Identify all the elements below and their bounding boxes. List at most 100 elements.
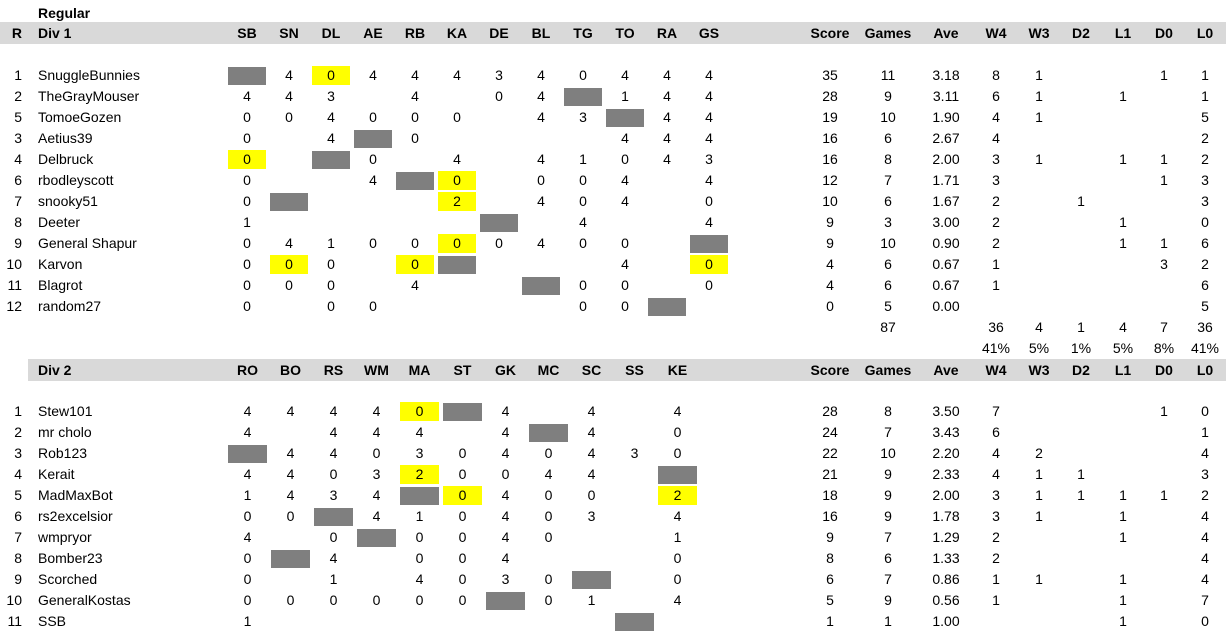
matrix-cell bbox=[436, 254, 478, 275]
matrix-cell: 4 bbox=[329, 424, 338, 440]
stat-cell: 1 bbox=[1201, 67, 1209, 83]
stat-cell bbox=[1102, 170, 1144, 191]
matrix-cell: 4 bbox=[329, 550, 338, 566]
player-name-cell: GeneralKostas bbox=[38, 592, 131, 608]
matrix-cell: 0 bbox=[458, 592, 467, 608]
stat-cell bbox=[1018, 233, 1060, 254]
opponent-column-header: AE bbox=[352, 22, 394, 44]
self-match-block bbox=[228, 66, 266, 85]
matrix-cell bbox=[656, 611, 699, 632]
stat-cell bbox=[1060, 590, 1102, 611]
stat-cell bbox=[1018, 527, 1060, 548]
matrix-cell: 4 bbox=[415, 571, 424, 587]
stat-cell bbox=[1060, 527, 1102, 548]
player-name-cell: Blagrot bbox=[38, 277, 83, 293]
matrix-cell bbox=[268, 212, 310, 233]
stat-cell bbox=[1144, 128, 1184, 149]
stat-cell bbox=[1060, 128, 1102, 149]
matrix-cell: 3 bbox=[630, 445, 639, 461]
stat-cell: 1 bbox=[1119, 508, 1127, 524]
matrix-cell bbox=[352, 275, 394, 296]
table-row: 10 Karvon 0 0 0 0 4 0 4 6 0.67 1 3 2 bbox=[0, 254, 1226, 275]
stat-cell bbox=[1018, 212, 1060, 233]
matrix-cell bbox=[441, 422, 484, 443]
stat-cell: 7 bbox=[884, 571, 892, 587]
matrix-cell: 1 bbox=[327, 235, 335, 251]
matrix-cell bbox=[562, 86, 604, 107]
matrix-cell: 0 bbox=[286, 592, 295, 608]
matrix-cell: 0 bbox=[621, 298, 629, 314]
matrix-cell: 4 bbox=[411, 88, 419, 104]
totals-cell: 36 bbox=[1197, 319, 1213, 335]
stat-cell: 1 bbox=[992, 592, 1000, 608]
stat-cell: 11 bbox=[880, 67, 896, 83]
matrix-cell: 4 bbox=[243, 466, 252, 482]
matrix-cell: 4 bbox=[673, 508, 682, 524]
row-spacer-cell bbox=[699, 548, 802, 569]
matrix-cell: 3 bbox=[501, 571, 510, 587]
highlighted-result-cell: 0 bbox=[228, 150, 266, 169]
table-row: 6 rbodleyscott 0 4 0 0 0 4 4 12 7 1.71 3 1 3 bbox=[0, 170, 1226, 191]
matrix-cell: 0 bbox=[327, 277, 335, 293]
stat-cell: 6 bbox=[884, 193, 892, 209]
matrix-cell: 3 bbox=[495, 67, 503, 83]
matrix-cell bbox=[436, 338, 478, 359]
matrix-cell: 0 bbox=[369, 235, 377, 251]
self-match-block bbox=[690, 234, 728, 253]
matrix-cell: 4 bbox=[286, 403, 295, 419]
table-row: 9 General Shapur 0 4 1 0 0 0 0 4 0 0 9 10 0.90 2 1 1 6 bbox=[0, 233, 1226, 254]
stat-cell: 3 bbox=[1201, 466, 1209, 482]
matrix-cell bbox=[613, 464, 656, 485]
stat-cell: 0.90 bbox=[932, 235, 960, 251]
stat-column-header: L0 bbox=[1184, 359, 1226, 381]
matrix-cell bbox=[355, 569, 398, 590]
player-name-cell: SSB bbox=[38, 613, 67, 629]
matrix-cell: 4 bbox=[369, 172, 377, 188]
matrix-cell: 4 bbox=[415, 424, 424, 440]
stat-cell bbox=[1102, 107, 1144, 128]
matrix-cell bbox=[352, 338, 394, 359]
self-match-block bbox=[606, 108, 644, 127]
opponent-column-header: RB bbox=[394, 22, 436, 44]
player-name-cell: MadMaxBot bbox=[38, 487, 113, 503]
stat-cell: 16 bbox=[822, 508, 838, 524]
matrix-cell bbox=[613, 401, 656, 422]
stat-cell: 1 bbox=[1035, 487, 1043, 503]
stat-cell: 10 bbox=[880, 445, 896, 461]
stat-cell bbox=[1060, 107, 1102, 128]
rank-cell: 10 bbox=[6, 592, 22, 608]
matrix-cell bbox=[688, 317, 730, 338]
row-spacer-cell bbox=[699, 443, 802, 464]
matrix-cell: 0 bbox=[579, 67, 587, 83]
stat-cell: 0 bbox=[1201, 613, 1209, 629]
matrix-cell: 3 bbox=[415, 445, 424, 461]
stat-column-header: W4 bbox=[974, 359, 1018, 381]
stat-cell: 16 bbox=[822, 151, 838, 167]
stat-cell: 2 bbox=[992, 235, 1000, 251]
matrix-cell bbox=[613, 506, 656, 527]
matrix-cell: 0 bbox=[243, 508, 252, 524]
highlighted-result-cell: 2 bbox=[400, 465, 439, 484]
matrix-cell: 0 bbox=[544, 592, 553, 608]
stat-cell bbox=[1144, 296, 1184, 317]
percents-cell bbox=[802, 338, 858, 359]
rank-cell: 4 bbox=[14, 151, 22, 167]
player-name-cell: Aetius39 bbox=[38, 130, 93, 146]
table-row: 10 GeneralKostas 0 0 0 0 0 0 0 1 4 5 9 0.56 1 1 7 bbox=[0, 590, 1226, 611]
matrix-cell: 0 bbox=[369, 109, 377, 125]
stat-cell: 6 bbox=[992, 424, 1000, 440]
stat-cell: 1 bbox=[1119, 613, 1127, 629]
rank-cell: 9 bbox=[14, 235, 22, 251]
stat-cell: 2.67 bbox=[932, 130, 960, 146]
matrix-cell: 3 bbox=[587, 508, 596, 524]
stat-cell: 2.33 bbox=[932, 466, 960, 482]
row-spacer-cell bbox=[730, 149, 802, 170]
matrix-cell: 2 bbox=[656, 485, 699, 506]
player-name-cell: Delbruck bbox=[38, 151, 94, 167]
row-spacer-cell bbox=[699, 485, 802, 506]
table-row: 6 rs2excelsior 0 0 4 1 0 4 0 3 4 16 9 1.78 3 1 1 4 bbox=[0, 506, 1226, 527]
stat-cell: 8 bbox=[826, 550, 834, 566]
matrix-cell: 0 bbox=[705, 193, 713, 209]
stat-cell bbox=[1060, 611, 1102, 632]
row-spacer-cell bbox=[699, 569, 802, 590]
